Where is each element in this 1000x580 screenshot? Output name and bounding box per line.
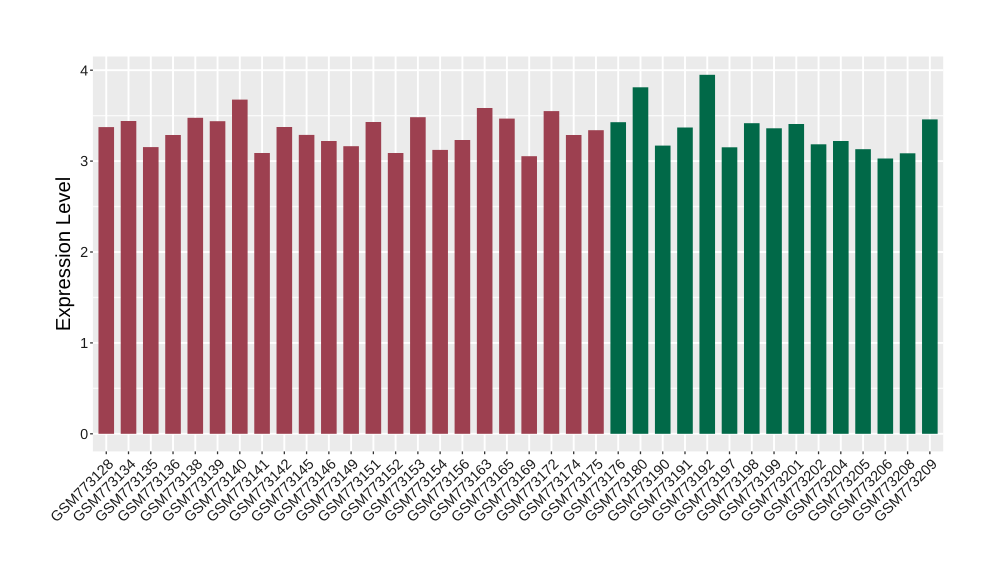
svg-text:0: 0 (80, 427, 88, 443)
svg-text:1: 1 (80, 336, 88, 352)
svg-text:Expression Level: Expression Level (53, 177, 75, 331)
svg-text:3: 3 (80, 154, 88, 170)
svg-text:2: 2 (80, 245, 88, 261)
svg-text:4: 4 (80, 63, 88, 79)
